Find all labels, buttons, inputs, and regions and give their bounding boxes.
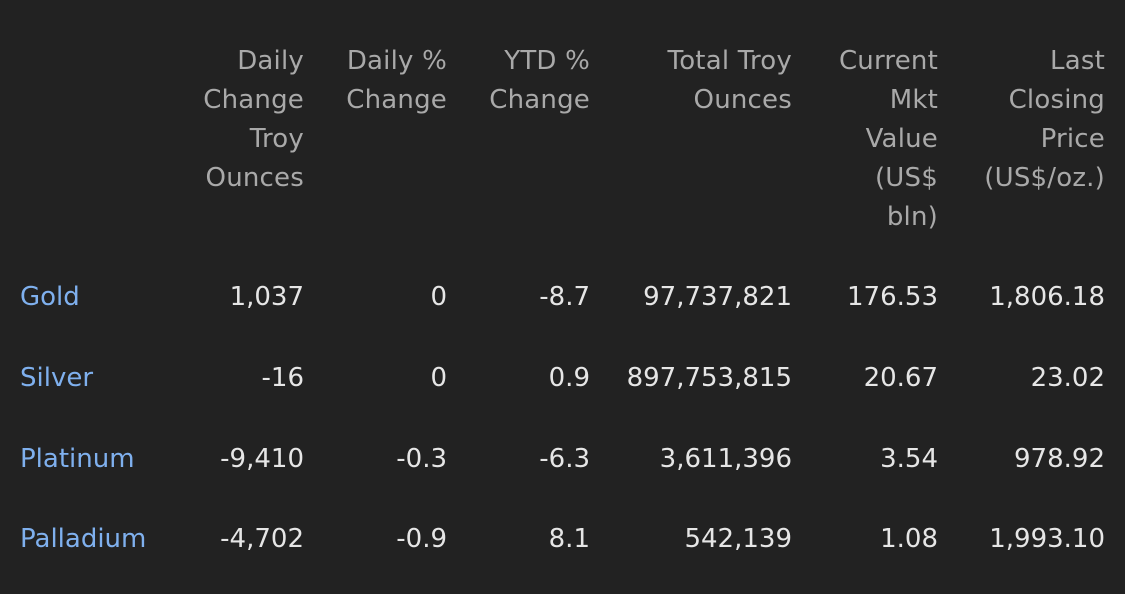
header-line: Total Troy <box>667 46 792 76</box>
header-line: Value <box>865 124 938 154</box>
table-row: Silver -16 0 0.9 897,753,815 20.67 23.02 <box>0 358 1125 398</box>
header-line: Price <box>1040 124 1105 154</box>
header-line: Change <box>346 85 447 115</box>
metal-link-palladium[interactable]: Palladium <box>20 524 147 554</box>
cell-total-troy-ounces: 97,737,821 <box>643 282 792 312</box>
header-line: (US$/oz.) <box>984 163 1105 193</box>
header-line: Troy <box>249 124 304 154</box>
header-line: bln) <box>886 202 938 232</box>
header-line: Current <box>838 46 938 76</box>
table-row: Platinum -9,410 -0.3 -6.3 3,611,396 3.54… <box>0 439 1125 479</box>
header-line: Closing <box>1008 85 1105 115</box>
header-ytd-pct-change: YTD % Change <box>489 42 590 120</box>
cell-daily-change: -9,410 <box>220 444 304 474</box>
cell-daily-pct-change: 0 <box>430 363 447 393</box>
header-line: Change <box>203 85 304 115</box>
header-line: Change <box>489 85 590 115</box>
header-daily-change-troy-ounces: Daily Change Troy Ounces <box>203 42 304 198</box>
header-line: Daily % <box>346 46 447 76</box>
table-header: Daily Change Troy Ounces Daily % Change … <box>0 42 1125 242</box>
cell-total-troy-ounces: 542,139 <box>684 524 792 554</box>
cell-daily-change: -16 <box>261 363 304 393</box>
cell-ytd-pct-change: -6.3 <box>539 444 590 474</box>
cell-ytd-pct-change: 8.1 <box>548 524 590 554</box>
cell-last-closing-price: 1,993.10 <box>989 524 1105 554</box>
cell-total-troy-ounces: 897,753,815 <box>626 363 792 393</box>
cell-current-mkt-value: 20.67 <box>863 363 938 393</box>
cell-current-mkt-value: 3.54 <box>880 444 938 474</box>
cell-daily-change: 1,037 <box>229 282 304 312</box>
header-last-closing-price: Last Closing Price (US$/oz.) <box>984 42 1105 198</box>
header-current-mkt-value: Current Mkt Value (US$ bln) <box>839 42 938 237</box>
metal-link-gold[interactable]: Gold <box>20 282 80 312</box>
cell-ytd-pct-change: 0.9 <box>548 363 590 393</box>
header-line: Mkt <box>889 85 938 115</box>
cell-last-closing-price: 978.92 <box>1014 444 1105 474</box>
table-row: Palladium -4,702 -0.9 8.1 542,139 1.08 1… <box>0 519 1125 559</box>
header-total-troy-ounces: Total Troy Ounces <box>668 42 792 120</box>
cell-total-troy-ounces: 3,611,396 <box>659 444 792 474</box>
cell-daily-pct-change: 0 <box>430 282 447 312</box>
cell-last-closing-price: 23.02 <box>1030 363 1105 393</box>
cell-last-closing-price: 1,806.18 <box>989 282 1105 312</box>
metal-link-silver[interactable]: Silver <box>20 363 94 393</box>
cell-ytd-pct-change: -8.7 <box>539 282 590 312</box>
header-line: Ounces <box>693 85 792 115</box>
metal-link-platinum[interactable]: Platinum <box>20 444 135 474</box>
table-row: Gold 1,037 0 -8.7 97,737,821 176.53 1,80… <box>0 277 1125 317</box>
cell-current-mkt-value: 176.53 <box>847 282 938 312</box>
header-line: YTD % <box>504 46 590 76</box>
header-line: Daily <box>237 46 304 76</box>
header-line: (US$ <box>874 163 938 193</box>
cell-daily-change: -4,702 <box>220 524 304 554</box>
header-line: Ounces <box>205 163 304 193</box>
cell-daily-pct-change: -0.3 <box>396 444 447 474</box>
cell-current-mkt-value: 1.08 <box>880 524 938 554</box>
header-daily-pct-change: Daily % Change <box>346 42 447 120</box>
header-line: Last <box>1050 46 1105 76</box>
cell-daily-pct-change: -0.9 <box>396 524 447 554</box>
